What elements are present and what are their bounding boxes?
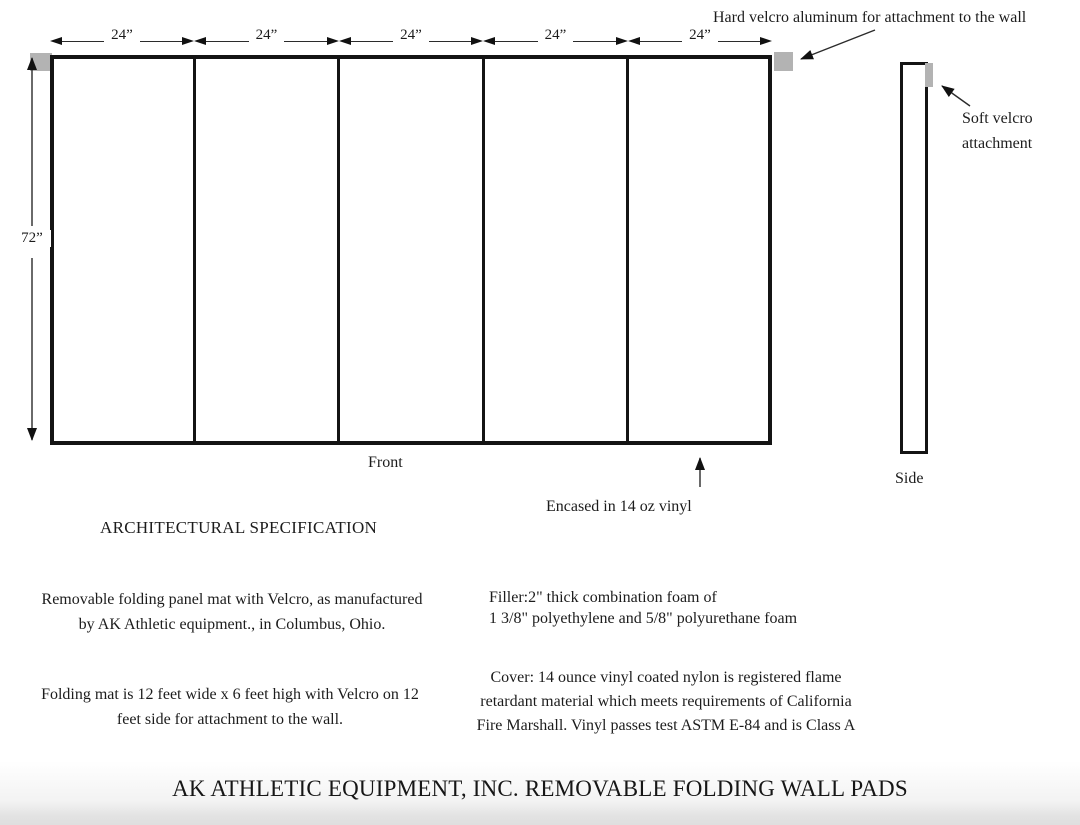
page-bottom-gradient bbox=[0, 761, 1080, 825]
dimension-line bbox=[428, 40, 472, 42]
arrow-right-icon bbox=[182, 37, 195, 45]
page-title: AK ATHLETIC EQUIPMENT, INC. REMOVABLE FO… bbox=[172, 776, 908, 801]
spec-heading: ARCHITECTURAL SPECIFICATION bbox=[100, 518, 378, 537]
dimension-span-5: 24” bbox=[628, 27, 773, 49]
arrow-right-icon bbox=[760, 37, 773, 45]
front-view-label: Front bbox=[368, 454, 403, 471]
dimension-line bbox=[495, 40, 538, 42]
arrow-left-icon bbox=[50, 37, 62, 45]
dimension-line bbox=[573, 40, 617, 42]
panel-width-label: 24” bbox=[544, 26, 567, 43]
spec-filler: Filler:2" thick combination foam of 1 3/… bbox=[489, 588, 797, 629]
spec-cover-line3: Fire Marshall. Vinyl passes test ASTM E-… bbox=[476, 717, 856, 734]
dimension-span-4: 24” bbox=[483, 27, 629, 49]
panel-width-label: 24” bbox=[255, 26, 278, 43]
spec-dimensions: Folding mat is 12 feet wide x 6 feet hig… bbox=[25, 682, 435, 732]
panel-divider bbox=[337, 55, 340, 445]
dimension-span-1: 24” bbox=[50, 27, 195, 49]
spec-manufacturer: Removable folding panel mat with Velcro,… bbox=[22, 587, 442, 637]
spec-dimensions-line1: Folding mat is 12 feet wide x 6 feet hig… bbox=[41, 686, 419, 703]
arrow-left-icon bbox=[483, 37, 495, 45]
dimension-line bbox=[640, 40, 683, 42]
panel-divider bbox=[193, 55, 196, 445]
soft-velcro-pointer-arrow bbox=[941, 85, 971, 107]
height-dimension-label: 72” bbox=[13, 230, 51, 247]
side-view-label: Side bbox=[895, 470, 924, 487]
arrow-left-icon bbox=[339, 37, 351, 45]
panel-divider bbox=[626, 55, 629, 445]
dimension-line bbox=[62, 40, 105, 42]
velcro-strip-side bbox=[925, 63, 933, 87]
hard-velcro-pointer-arrow bbox=[800, 29, 876, 60]
spec-cover-line2: retardant material which meets requireme… bbox=[480, 693, 852, 710]
panel-width-label: 24” bbox=[111, 26, 133, 43]
spec-cover: Cover: 14 ounce vinyl coated nylon is re… bbox=[448, 666, 884, 738]
arrow-right-icon bbox=[616, 37, 629, 45]
dimension-line bbox=[206, 40, 249, 42]
spec-cover-line1: Cover: 14 ounce vinyl coated nylon is re… bbox=[490, 669, 842, 686]
arrow-left-icon bbox=[194, 37, 206, 45]
dimension-line bbox=[139, 40, 183, 42]
velcro-pad-top-left bbox=[30, 53, 52, 71]
spec-dimensions-line2: feet side for attachment to the wall. bbox=[116, 711, 344, 728]
spec-filler-line2: 1 3/8" polyethylene and 5/8" polyurethan… bbox=[489, 609, 798, 627]
side-view-outline bbox=[900, 62, 928, 454]
dimension-line bbox=[717, 40, 761, 42]
hard-velcro-note: Hard velcro aluminum for attachment to t… bbox=[713, 9, 1027, 26]
panel-width-label: 24” bbox=[689, 26, 711, 43]
dimension-span-3: 24” bbox=[339, 27, 484, 49]
spec-filler-line1: Filler:2" thick combination foam of bbox=[489, 589, 717, 606]
soft-velcro-note-line2: attachment bbox=[962, 135, 1033, 152]
soft-velcro-note: Soft velcro attachment bbox=[962, 106, 1033, 156]
dimension-span-2: 24” bbox=[194, 27, 340, 49]
velcro-pad-top-right bbox=[774, 52, 793, 71]
dimension-line bbox=[351, 40, 394, 42]
arrow-right-icon bbox=[471, 37, 484, 45]
spec-manufacturer-line1: Removable folding panel mat with Velcro,… bbox=[41, 591, 423, 608]
encased-note: Encased in 14 oz vinyl bbox=[546, 498, 692, 515]
panel-divider bbox=[482, 55, 485, 445]
spec-manufacturer-line2: by AK Athletic equipment., in Columbus, … bbox=[78, 616, 386, 633]
panel-width-label: 24” bbox=[400, 26, 422, 43]
arrow-left-icon bbox=[628, 37, 640, 45]
soft-velcro-note-line1: Soft velcro bbox=[962, 110, 1033, 127]
dimension-line bbox=[284, 40, 328, 42]
arrow-right-icon bbox=[327, 37, 340, 45]
front-view-outline bbox=[50, 55, 772, 445]
